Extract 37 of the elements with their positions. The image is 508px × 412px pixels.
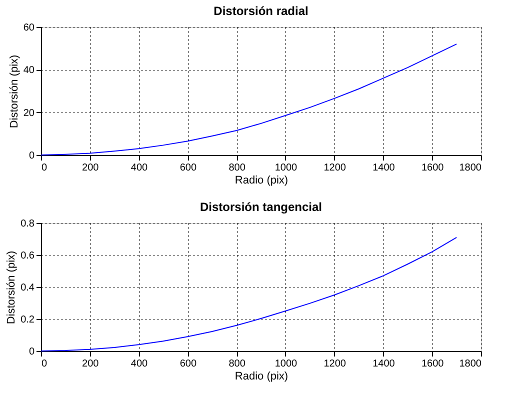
- x-axis-title: Radio (pix): [234, 174, 288, 186]
- line-series: [40, 44, 458, 156]
- y-tick-label: 0: [28, 150, 35, 162]
- y-tick-label: 20: [23, 108, 35, 119]
- chart-title: Distorsión tangencial: [200, 200, 322, 214]
- x-tick-label: 1200: [324, 358, 346, 370]
- y-tick-label: 40: [23, 65, 35, 76]
- x-tick-label: 1000: [274, 358, 298, 370]
- x-tick-label: 1000: [274, 162, 298, 174]
- y-axis-title: Distorsión (pix): [6, 250, 18, 324]
- x-tick-label: 600: [180, 358, 197, 370]
- x-tick-label: 1200: [324, 162, 346, 174]
- line-series: [40, 236, 458, 352]
- x-tick-label: 800: [228, 358, 246, 370]
- x-tick-label: 200: [82, 162, 100, 174]
- x-tick-label: 0: [42, 162, 48, 174]
- x-tick-label: 1800: [459, 358, 482, 370]
- x-tick-label: 1800: [459, 162, 482, 174]
- x-tick-label: 0: [42, 358, 48, 370]
- y-axis-title: Distorsión (pix): [8, 54, 20, 128]
- y-tick-label: 60: [23, 22, 35, 34]
- y-tick-label: 0.2: [20, 314, 35, 326]
- x-tick-label: 1600: [421, 162, 444, 174]
- x-tick-label: 600: [180, 162, 197, 174]
- x-tick-label: 400: [130, 358, 148, 370]
- y-tick-label: 0.4: [20, 282, 35, 294]
- x-tick-label: 1400: [372, 162, 396, 174]
- chart-title: Distorsión radial: [214, 4, 308, 18]
- x-tick-label: 1600: [421, 358, 444, 370]
- x-tick-label: 800: [228, 162, 246, 174]
- y-tick-label: 0.8: [20, 218, 35, 230]
- y-tick-label: 0: [28, 346, 35, 358]
- y-tick-label: 0.6: [20, 250, 35, 262]
- x-tick-label: 1400: [372, 358, 396, 370]
- x-tick-label: 200: [82, 358, 100, 370]
- x-tick-label: 400: [130, 162, 148, 174]
- x-axis-title: Radio (pix): [234, 370, 288, 382]
